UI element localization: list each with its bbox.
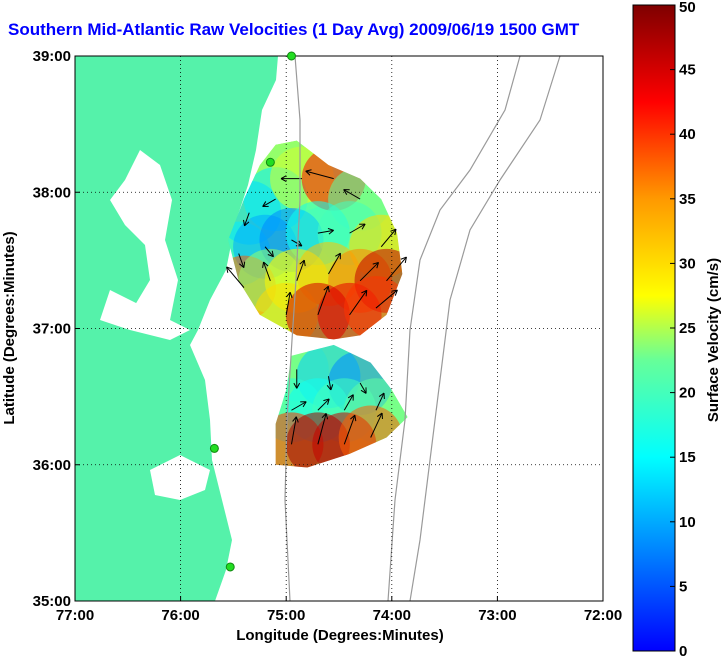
colorbar-tick-label: 30 [679,255,696,272]
sound-inlet [150,455,210,500]
colorbar-tick-label: 50 [679,0,696,16]
x-axis-label: Longitude (Degrees:Minutes) [236,627,444,644]
velocity-vector [243,212,250,227]
velocity-vector [343,414,357,445]
hf-radar-stations [209,51,296,572]
x-tick-label: 77:00 [56,607,94,624]
velocity-vector [359,261,379,282]
colorbar [632,4,676,652]
station-marker [209,443,219,453]
chesapeake-bay [110,150,178,330]
velocity-vector [375,289,398,309]
velocity-vector [370,412,383,438]
velocity-vector [328,252,341,275]
colorbar-tick-label: 45 [679,62,696,79]
velocity-vector [349,289,368,316]
y-axis-label: Latitude (Degrees:Minutes) [1,231,18,424]
velocity-vector [293,369,301,389]
station-marker [265,157,275,167]
velocity-vector [343,189,361,200]
colorbar-tick-label: 20 [679,385,696,402]
velocity-vectors [226,169,407,445]
station-marker [286,51,296,61]
colorbar-tick-label: 15 [679,449,696,466]
colorbar-tick-label: 40 [679,126,696,143]
station-marker [225,562,235,572]
velocity-vector [317,227,334,235]
y-tick-label: 37:00 [33,321,71,338]
velocity-vector [226,266,245,288]
colorbar-tick-label: 25 [679,320,696,337]
velocity-vector [326,376,334,391]
velocity-vector [380,228,397,248]
x-tick-label: 73:00 [478,607,516,624]
velocity-vector [262,198,276,208]
velocity-vector [296,259,306,281]
colorbar-tick-label: 10 [679,514,696,531]
chart-title: Southern Mid-Atlantic Raw Velocities (1 … [8,20,580,39]
velocity-vector [285,291,293,315]
y-axis-ticks: 35:00 36:00 37:00 38:00 39:00 [33,48,80,610]
x-tick-label: 76:00 [161,607,199,624]
colorbar-tick-label: 0 [679,643,687,659]
velocity-vector [375,392,385,411]
velocity-vector [291,239,303,247]
y-tick-label: 39:00 [33,48,71,65]
colorbar-tick-label: 35 [679,191,696,208]
bathymetry-contours [284,56,561,601]
velocity-vector [386,256,407,282]
grid-lines [75,56,603,601]
velocity-vector [359,382,367,394]
y-tick-label: 36:00 [33,457,71,474]
velocity-vector [290,416,299,445]
x-tick-label: 74:00 [373,607,411,624]
velocity-vector [238,253,246,269]
colorbar-ticks: 0 5 10 15 20 25 30 35 40 45 50 [670,0,696,659]
velocity-vector [317,398,330,411]
velocity-vector [262,261,271,281]
velocity-vector [291,401,307,411]
velocity-vector [317,413,329,445]
velocity-vector [317,285,330,316]
velocity-vector [349,223,366,234]
x-tick-label: 72:00 [584,607,622,624]
y-tick-label: 38:00 [33,184,71,201]
velocity-vector [280,175,303,182]
plot-area [75,56,603,601]
velocity-vector [264,246,274,258]
colorbar-label: Surface Velocity (cm/s) [705,258,722,422]
velocity-vector [305,169,334,180]
colorbar-tick-label: 5 [679,578,687,595]
x-tick-label: 75:00 [267,607,305,624]
velocity-vector [343,394,354,411]
bay-inlet [100,290,190,340]
x-axis-ticks: 77:00 76:00 75:00 74:00 73:00 72:00 [56,596,622,624]
y-tick-label: 35:00 [33,593,71,610]
